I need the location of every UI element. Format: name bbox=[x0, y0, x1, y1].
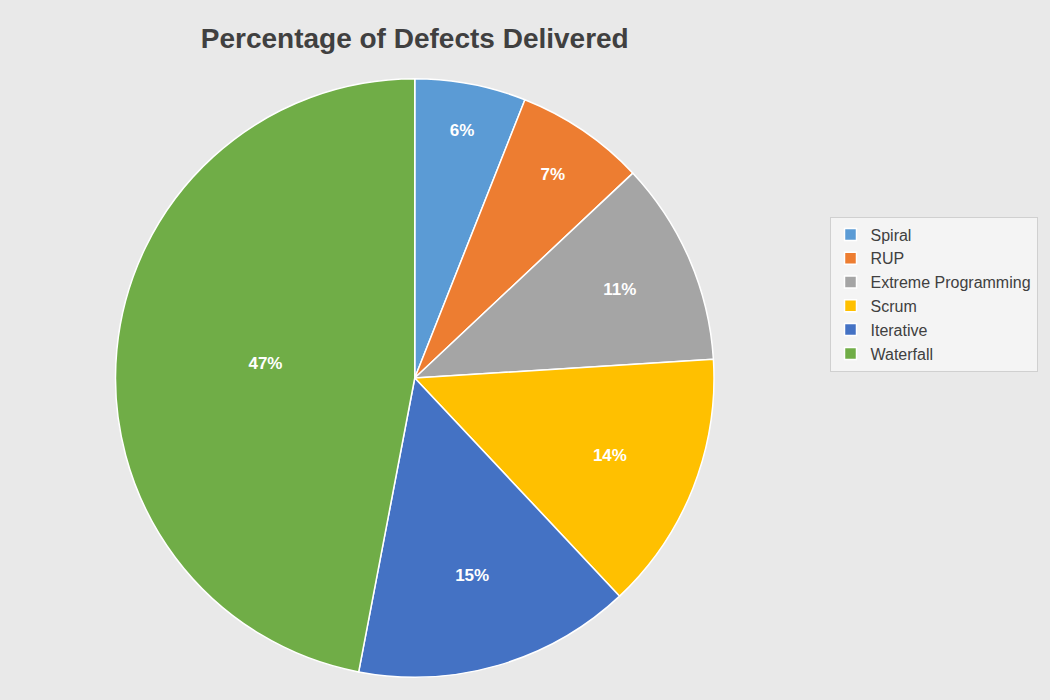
svg-text:15%: 15% bbox=[455, 566, 489, 585]
svg-text:Scrum: Scrum bbox=[871, 298, 917, 315]
svg-text:Waterfall: Waterfall bbox=[871, 346, 934, 363]
svg-text:Extreme Programming: Extreme Programming bbox=[871, 274, 1031, 291]
svg-text:7%: 7% bbox=[541, 165, 566, 184]
svg-text:14%: 14% bbox=[593, 446, 627, 465]
svg-text:Spiral: Spiral bbox=[871, 227, 912, 244]
svg-text:Iterative: Iterative bbox=[871, 322, 928, 339]
svg-text:RUP: RUP bbox=[871, 250, 905, 267]
svg-text:Percentage of Defects Delivere: Percentage of Defects Delivered bbox=[201, 23, 629, 54]
svg-text:47%: 47% bbox=[248, 354, 282, 373]
svg-text:6%: 6% bbox=[450, 121, 475, 140]
svg-text:11%: 11% bbox=[603, 280, 636, 299]
